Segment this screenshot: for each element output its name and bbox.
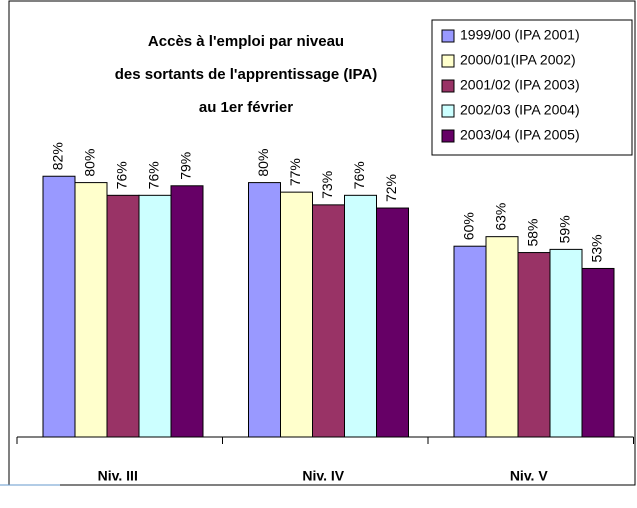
- x-tick-label: Niv. IV: [302, 468, 344, 484]
- data-label: 63%: [493, 203, 509, 231]
- chart-title: des sortants de l'apprentissage (IPA): [115, 66, 378, 83]
- data-label: 82%: [50, 142, 66, 170]
- legend-swatch: [441, 129, 455, 143]
- legend-label: 2001/02 (IPA 2003): [460, 77, 580, 93]
- data-label: 58%: [525, 219, 541, 247]
- legend-label: 2000/01(IPA 2002): [460, 52, 576, 68]
- bar: [138, 194, 172, 438]
- bar: [248, 182, 281, 438]
- bar: [312, 204, 345, 438]
- legend-label: 1999/00 (IPA 2001): [460, 27, 580, 43]
- data-label: 72%: [383, 174, 399, 202]
- bar: [376, 207, 409, 438]
- legend-box: [431, 19, 633, 156]
- bar: [74, 182, 108, 438]
- data-label: 76%: [114, 161, 130, 189]
- data-label: 80%: [82, 149, 98, 177]
- data-label: 60%: [461, 212, 477, 240]
- legend-label: 2002/03 (IPA 2004): [460, 102, 580, 118]
- data-label: 76%: [351, 161, 367, 189]
- bar: [344, 194, 377, 438]
- bar: [517, 252, 551, 438]
- legend-swatch: [441, 29, 455, 43]
- bar: [106, 194, 140, 438]
- bar: [549, 248, 583, 438]
- x-tick-label: Niv. V: [510, 468, 549, 484]
- legend-swatch: [441, 104, 455, 118]
- x-tick-label: Niv. III: [98, 468, 138, 484]
- legend-label: 2003/04 (IPA 2005): [460, 127, 580, 143]
- data-label: 79%: [178, 152, 194, 180]
- chart-title: au 1er février: [199, 99, 293, 116]
- chart-title: Accès à l'emploi par niveau: [148, 33, 344, 50]
- data-label: 53%: [589, 234, 605, 262]
- bar: [42, 175, 76, 438]
- data-label: 59%: [557, 215, 573, 243]
- data-label: 76%: [146, 161, 162, 189]
- bar: [581, 267, 615, 438]
- data-label: 73%: [319, 171, 335, 199]
- data-label: 77%: [287, 158, 303, 186]
- bar: [280, 191, 313, 438]
- legend-swatch: [441, 79, 455, 93]
- bar: [170, 185, 204, 438]
- bar: [453, 245, 487, 438]
- data-label: 80%: [255, 149, 271, 177]
- bar: [485, 236, 519, 438]
- legend-swatch: [441, 54, 455, 68]
